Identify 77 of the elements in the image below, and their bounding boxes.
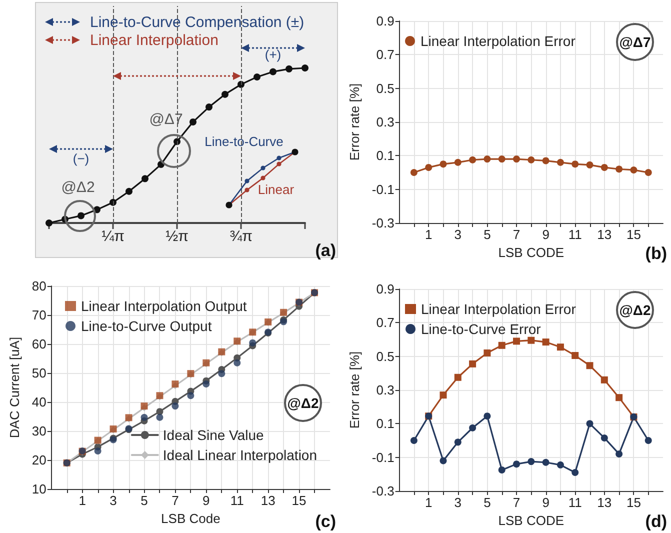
annotation: @Δ2	[287, 395, 319, 411]
x-tick-label: 3	[110, 493, 117, 508]
legend-label: Line-to-Curve Output	[81, 318, 212, 334]
y-tick-label: 0.9	[376, 14, 394, 28]
x-tick-label: 13	[597, 495, 612, 510]
x-tick-label: 13	[260, 493, 276, 508]
y-tick-label: 0.5	[376, 80, 394, 96]
y-tick-label: 30	[32, 424, 46, 438]
text: (a)	[315, 241, 336, 260]
y-tick-label: 0.3	[376, 382, 394, 398]
x-tick-label: 5	[484, 495, 491, 510]
y-tick-label: 50	[32, 366, 46, 380]
y-tick-label: 20	[32, 452, 46, 468]
x-axis-title: LSB Code	[161, 510, 220, 526]
legend-label: Line-to-Curve Error	[421, 321, 542, 337]
y-tick-label: 0.9	[376, 282, 394, 296]
x-tick-label: ¼π	[102, 228, 124, 245]
x-tick-label: 1	[78, 493, 86, 508]
x-tick-label: 11	[230, 493, 244, 508]
y-tick-label: 80	[32, 278, 46, 294]
annotation: @Δ2	[619, 302, 651, 318]
x-tick-label: 1	[424, 227, 432, 242]
x-tick-label: 7	[512, 495, 520, 510]
x-axis-title: LSB CODE	[498, 512, 564, 528]
text: (+)	[264, 47, 282, 62]
x-tick-label: 9	[542, 227, 550, 242]
y-tick-label: -0.1	[372, 450, 394, 465]
legend-label: Linear Interpolation Error	[420, 33, 576, 49]
x-tick-label: 15	[292, 493, 306, 508]
x-tick-label: 3	[454, 495, 462, 510]
annotation: Linear	[258, 182, 295, 197]
legend-label: Linear Interpolation Output	[81, 298, 247, 314]
x-tick-label: ¾π	[230, 228, 252, 245]
text: (d)	[645, 512, 667, 531]
x-tick-label: 13	[597, 227, 612, 242]
x-tick-label: 5	[140, 493, 148, 508]
y-tick-label: -0.3	[372, 484, 394, 498]
x-axis-title: LSB CODE	[498, 244, 564, 260]
annotation: @Δ7	[619, 34, 651, 50]
y-tick-label: 10	[32, 482, 46, 496]
y-tick-label: 70	[32, 308, 46, 322]
x-tick-label: 15	[626, 227, 641, 242]
x-tick-label: 15	[626, 495, 641, 510]
annotation: @Δ7	[149, 111, 183, 128]
x-tick-label: 9	[542, 495, 550, 510]
x-tick-label: 11	[568, 227, 582, 242]
y-tick-label: -0.3	[372, 216, 394, 230]
legend-label: Linear Interpolation Error	[421, 301, 576, 317]
text: (b)	[645, 244, 667, 263]
x-tick-label: ½π	[166, 228, 188, 245]
y-tick-label: 0.1	[376, 148, 394, 164]
text: Linear Interpolation	[90, 32, 218, 49]
y-tick-label: 0.3	[376, 114, 394, 130]
legend-label: Ideal Linear Interpolation	[162, 447, 317, 463]
y-tick-label: 0.7	[376, 315, 394, 330]
annotation: @Δ2	[61, 179, 95, 196]
x-tick-label: 7	[172, 493, 179, 508]
text: Line-to-Curve Compensation (±)	[90, 14, 304, 31]
x-tick-label: 5	[484, 227, 491, 242]
x-tick-label: 9	[202, 493, 210, 508]
text: (c)	[315, 512, 336, 531]
x-tick-label: 7	[512, 227, 520, 242]
y-tick-label: 0.7	[376, 47, 394, 62]
y-tick-label: 0.5	[376, 348, 394, 364]
x-tick-label: 3	[454, 227, 462, 242]
y-tick-label: -0.1	[372, 182, 394, 197]
y-axis-title: Error rate [%]	[347, 83, 362, 161]
y-tick-label: 40	[32, 394, 46, 410]
x-tick-label: 1	[424, 495, 432, 510]
legend-label: Ideal Sine Value	[162, 427, 264, 443]
x-tick-label: 11	[568, 495, 582, 510]
y-tick-label: 60	[32, 336, 46, 352]
y-axis-title: DAC Current [uA]	[7, 336, 22, 438]
annotation: (−)	[72, 151, 90, 166]
y-axis-title: Error rate [%]	[347, 351, 362, 429]
annotation: Line-to-Curve	[204, 134, 284, 149]
y-tick-label: 0.1	[376, 416, 394, 432]
